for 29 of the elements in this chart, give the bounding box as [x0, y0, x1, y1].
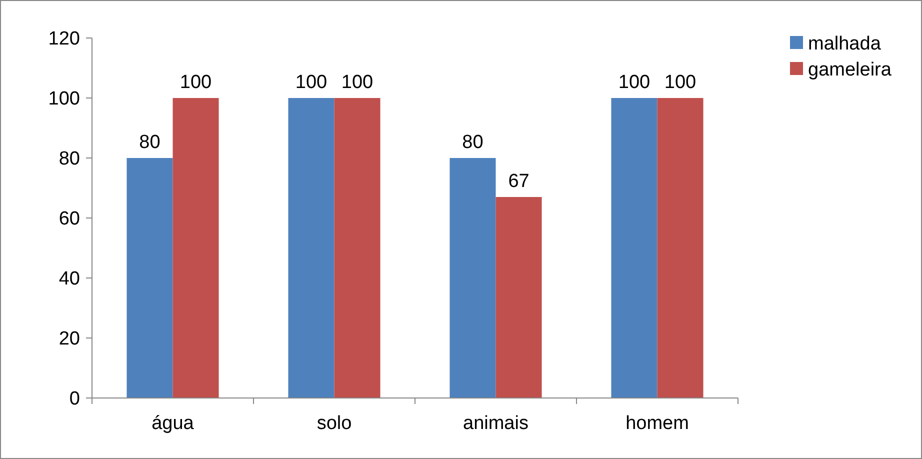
- y-tick-label: 80: [58, 148, 80, 170]
- y-tick-label: 40: [58, 268, 80, 290]
- y-tick-label: 0: [69, 388, 80, 410]
- x-tick-label: animais: [463, 413, 528, 434]
- data-label: 100: [180, 72, 212, 93]
- x-tick-label: homem: [626, 413, 689, 434]
- bar: [288, 98, 334, 398]
- data-label: 80: [462, 132, 484, 153]
- bar: [126, 158, 173, 398]
- bar: [496, 197, 542, 398]
- y-tick-label: 120: [48, 28, 80, 50]
- data-label: 100: [341, 72, 374, 93]
- y-tick-label: 20: [58, 328, 80, 350]
- bar: [611, 98, 658, 398]
- data-label: 100: [295, 72, 328, 93]
- y-tick-label: 60: [58, 208, 80, 230]
- data-label: 80: [139, 132, 160, 153]
- bar: [172, 98, 219, 398]
- data-label: 67: [508, 171, 530, 192]
- data-label: 100: [664, 72, 696, 93]
- legend-label: malhada: [808, 34, 882, 55]
- legend-label: gameleira: [808, 60, 892, 81]
- data-label: 100: [618, 72, 650, 93]
- x-tick-label: solo: [316, 413, 352, 434]
- y-tick-label: 100: [48, 88, 80, 110]
- bar: [450, 158, 496, 398]
- x-tick-label: água: [152, 413, 194, 434]
- bar: [657, 98, 704, 398]
- bar: [334, 98, 380, 398]
